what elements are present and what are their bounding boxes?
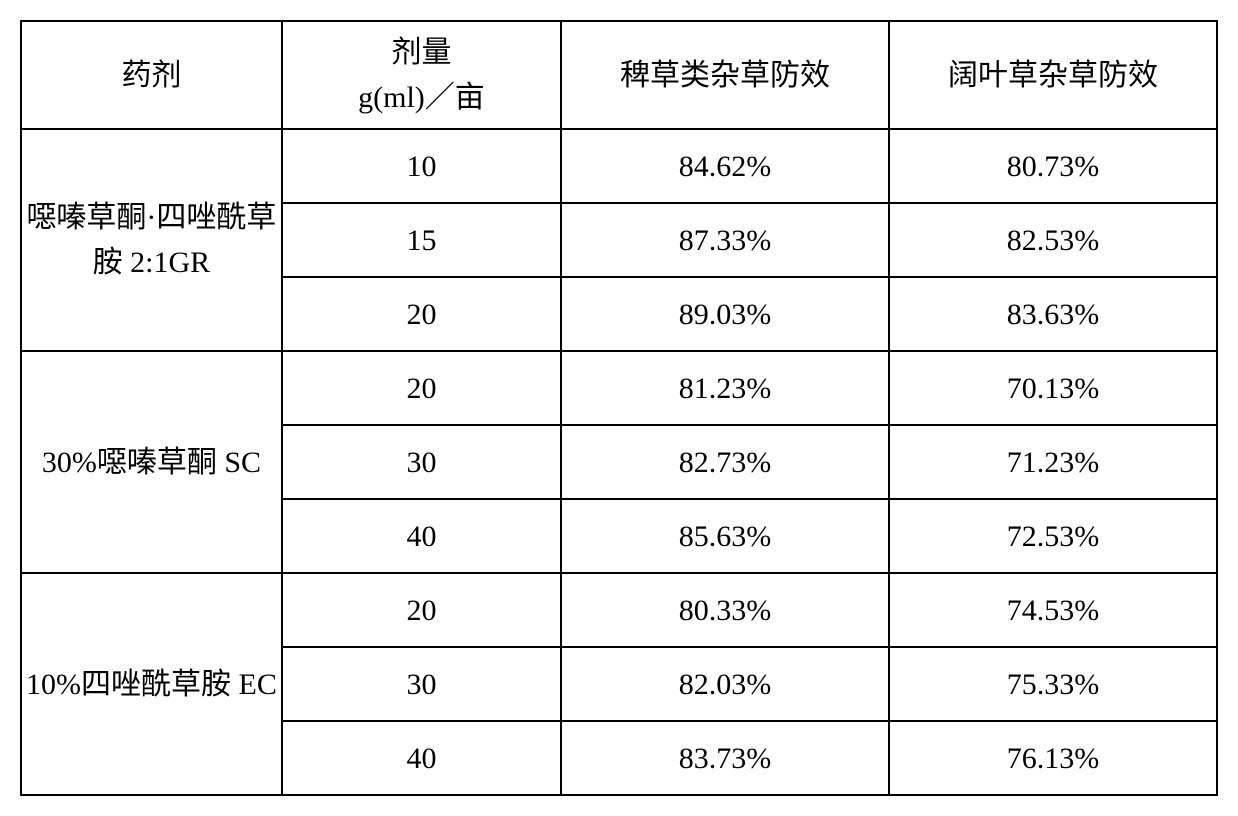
eff2-cell: 71.23% — [889, 425, 1217, 499]
eff2-cell: 70.13% — [889, 351, 1217, 425]
eff1-cell: 83.73% — [561, 721, 889, 795]
agent-label: 30%噁嗪草酮 SC — [42, 446, 261, 479]
dose-cell: 30 — [282, 425, 561, 499]
dose-cell: 20 — [282, 277, 561, 351]
eff1-value: 81.23% — [679, 372, 772, 405]
eff1-value: 89.03% — [679, 298, 772, 331]
eff1-value: 85.63% — [679, 520, 772, 553]
dose-cell: 10 — [282, 129, 561, 203]
eff1-cell: 80.33% — [561, 573, 889, 647]
eff2-value: 80.73% — [1007, 150, 1100, 183]
dose-cell: 30 — [282, 647, 561, 721]
col-header-eff1-label: 稗草类杂草防效 — [620, 59, 830, 92]
dose-value: 40 — [406, 742, 436, 775]
eff1-cell: 84.62% — [561, 129, 889, 203]
eff1-cell: 85.63% — [561, 499, 889, 573]
col-header-dose: 剂量 g(ml)／亩 — [282, 21, 561, 129]
col-header-eff2: 阔叶草杂草防效 — [889, 21, 1217, 129]
eff1-cell: 82.73% — [561, 425, 889, 499]
table-row: 10%四唑酰草胺 EC 20 80.33% 74.53% — [21, 573, 1217, 647]
dose-value: 20 — [406, 298, 436, 331]
eff2-cell: 82.53% — [889, 203, 1217, 277]
eff1-cell: 81.23% — [561, 351, 889, 425]
eff2-value: 83.63% — [1007, 298, 1100, 331]
eff2-value: 72.53% — [1007, 520, 1100, 553]
agent-cell: 30%噁嗪草酮 SC — [21, 351, 282, 573]
eff2-cell: 76.13% — [889, 721, 1217, 795]
eff2-value: 70.13% — [1007, 372, 1100, 405]
col-header-eff1: 稗草类杂草防效 — [561, 21, 889, 129]
eff1-cell: 89.03% — [561, 277, 889, 351]
eff1-cell: 87.33% — [561, 203, 889, 277]
dose-value: 10 — [406, 150, 436, 183]
dose-cell: 40 — [282, 499, 561, 573]
eff1-value: 80.33% — [679, 594, 772, 627]
eff1-value: 82.73% — [679, 446, 772, 479]
dose-value: 30 — [406, 446, 436, 479]
eff2-cell: 80.73% — [889, 129, 1217, 203]
dose-value: 20 — [406, 372, 436, 405]
dose-cell: 20 — [282, 573, 561, 647]
eff2-cell: 72.53% — [889, 499, 1217, 573]
eff2-value: 71.23% — [1007, 446, 1100, 479]
col-header-agent-label: 药剂 — [121, 59, 181, 92]
eff2-value: 82.53% — [1007, 224, 1100, 257]
eff1-value: 87.33% — [679, 224, 772, 257]
col-header-dose-label: 剂量 g(ml)／亩 — [358, 36, 485, 114]
dose-value: 40 — [406, 520, 436, 553]
eff2-value: 75.33% — [1007, 668, 1100, 701]
eff2-cell: 74.53% — [889, 573, 1217, 647]
agent-cell: 噁嗪草酮·四唑酰草胺 2:1GR — [21, 129, 282, 351]
dose-value: 30 — [406, 668, 436, 701]
eff2-cell: 83.63% — [889, 277, 1217, 351]
table-header-row: 药剂 剂量 g(ml)／亩 稗草类杂草防效 阔叶草杂草防效 — [21, 21, 1217, 129]
agent-label: 噁嗪草酮·四唑酰草胺 2:1GR — [26, 201, 276, 279]
table-body: 噁嗪草酮·四唑酰草胺 2:1GR 10 84.62% 80.73% 15 87.… — [21, 129, 1217, 795]
col-header-agent: 药剂 — [21, 21, 282, 129]
dose-value: 15 — [406, 224, 436, 257]
eff2-value: 74.53% — [1007, 594, 1100, 627]
eff2-cell: 75.33% — [889, 647, 1217, 721]
efficacy-table: 药剂 剂量 g(ml)／亩 稗草类杂草防效 阔叶草杂草防效 噁嗪草酮·四唑酰草胺… — [20, 20, 1218, 796]
eff1-value: 84.62% — [679, 150, 772, 183]
eff1-value: 83.73% — [679, 742, 772, 775]
dose-cell: 40 — [282, 721, 561, 795]
dose-cell: 15 — [282, 203, 561, 277]
dose-cell: 20 — [282, 351, 561, 425]
eff1-cell: 82.03% — [561, 647, 889, 721]
col-header-eff2-label: 阔叶草杂草防效 — [948, 59, 1158, 92]
dose-value: 20 — [406, 594, 436, 627]
table-row: 噁嗪草酮·四唑酰草胺 2:1GR 10 84.62% 80.73% — [21, 129, 1217, 203]
table-row: 30%噁嗪草酮 SC 20 81.23% 70.13% — [21, 351, 1217, 425]
eff1-value: 82.03% — [679, 668, 772, 701]
agent-cell: 10%四唑酰草胺 EC — [21, 573, 282, 795]
eff2-value: 76.13% — [1007, 742, 1100, 775]
agent-label: 10%四唑酰草胺 EC — [26, 668, 277, 701]
